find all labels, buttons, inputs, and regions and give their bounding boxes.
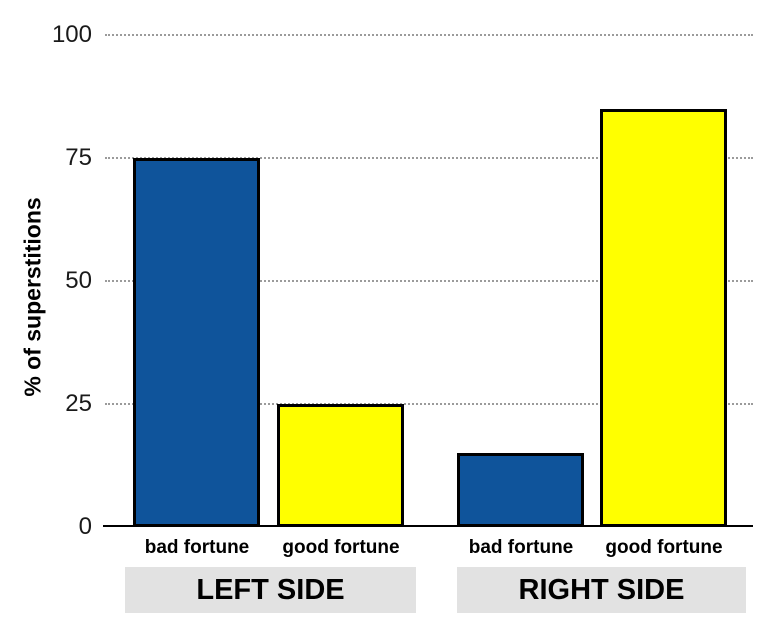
y-tick-label-0: 0 [78, 513, 92, 540]
bar-left-good-fortune [277, 404, 404, 527]
gridline-100 [105, 34, 753, 36]
y-tick-label-75: 75 [65, 144, 92, 171]
y-tick-label-50: 50 [65, 267, 92, 294]
x-axis-line [103, 525, 753, 527]
group-label-left-side-text: LEFT SIDE [196, 573, 345, 606]
category-label-right-bad-fortune: bad fortune [468, 537, 574, 558]
category-label-left-good-fortune: good fortune [282, 537, 400, 558]
gridline-50 [105, 280, 753, 282]
bar-right-good-fortune [600, 109, 727, 527]
group-label-right-side-text: RIGHT SIDE [518, 573, 685, 606]
group-label-left-side: LEFT SIDE [125, 567, 416, 613]
bar-left-bad-fortune [133, 158, 260, 527]
gridline-75 [105, 157, 753, 159]
category-label-right-good-fortune: good fortune [605, 537, 723, 558]
category-label-left-bad-fortune: bad fortune [144, 537, 250, 558]
y-axis-label: % of superstitions [19, 197, 46, 397]
bar-right-bad-fortune [457, 453, 584, 527]
y-tick-label-25: 25 [65, 390, 92, 417]
y-tick-label-100: 100 [51, 21, 92, 48]
gridline-25 [105, 403, 753, 405]
group-label-right-side: RIGHT SIDE [457, 567, 746, 613]
